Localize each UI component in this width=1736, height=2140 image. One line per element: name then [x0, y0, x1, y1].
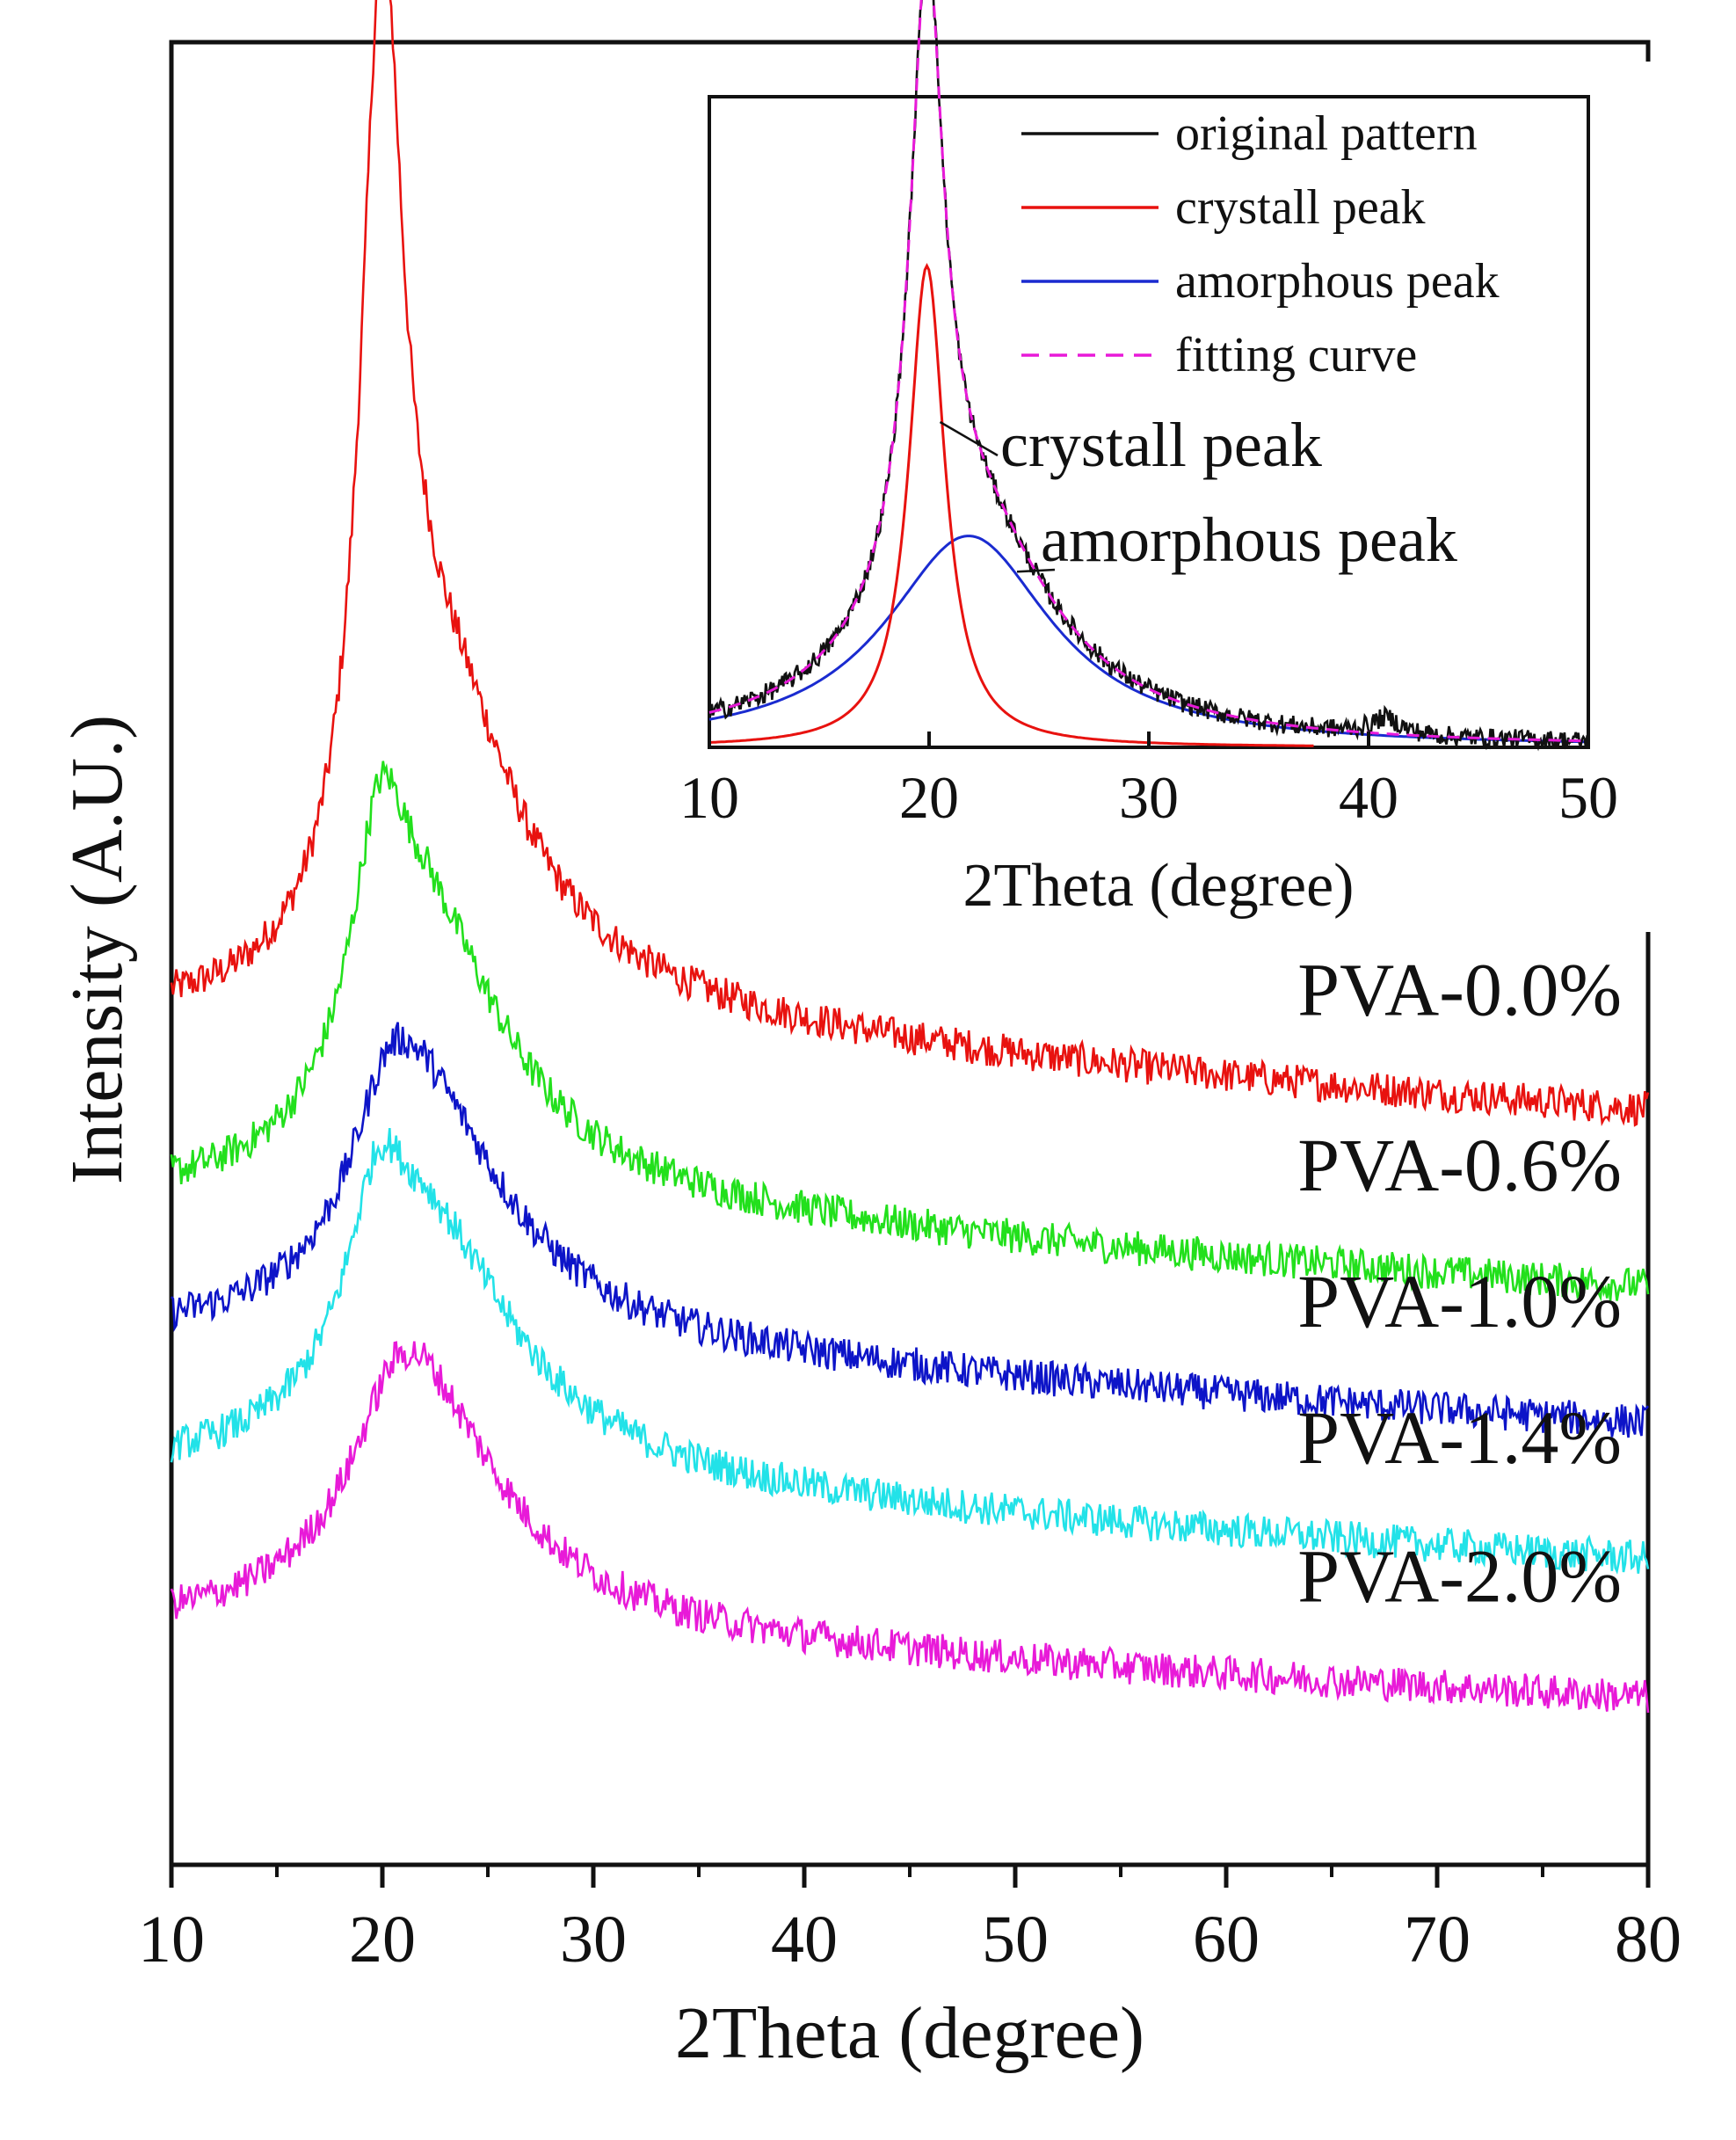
main-x-axis-title: 2Theta (degree): [675, 1992, 1144, 2074]
annotation-arrow-amorphous: [1016, 568, 1056, 573]
inset-crystall-peak-line: [708, 263, 1314, 747]
inset-x-axis-title: 2Theta (degree): [963, 852, 1355, 920]
inset-x-tick-label-10: 10: [679, 764, 739, 831]
inset-legend-label-2: amorphous peak: [1175, 254, 1500, 309]
inset-legend-label-0: original pattern: [1175, 106, 1478, 161]
series-label-3: PVA-1.4%: [1297, 1395, 1622, 1480]
inset-series-group: [708, 0, 1590, 752]
series-line-2: [171, 1022, 1650, 1438]
x-tick-label-20: 20: [349, 1903, 416, 1976]
annotation-arrow-crystall: [939, 420, 999, 457]
series-label-4: PVA-2.0%: [1297, 1533, 1622, 1618]
x-tick-label-30: 30: [560, 1903, 627, 1976]
inset-x-tick-label-50: 50: [1558, 764, 1618, 831]
series-label-0: PVA-0.0%: [1297, 947, 1622, 1031]
inset-legend-label-1: crystall peak: [1175, 180, 1426, 235]
inset-x-tick-label-20: 20: [899, 764, 959, 831]
inset-x-axis-ticks: 10 20 30 40 50: [679, 732, 1618, 831]
x-tick-label-70: 70: [1404, 1903, 1471, 1976]
annotation-crystall-peak: crystall peak: [1000, 410, 1322, 480]
annotation-amorphous-peak: amorphous peak: [1041, 505, 1457, 575]
series-label-1: PVA-0.6%: [1297, 1123, 1622, 1207]
inset-original-pattern-line: [708, 0, 1590, 752]
x-tick-label-40: 40: [771, 1903, 838, 1976]
series-label-2: PVA-1.0%: [1297, 1259, 1622, 1343]
x-tick-label-50: 50: [982, 1903, 1049, 1976]
series-line-0: [170, 0, 1650, 1127]
inset-x-tick-label-30: 30: [1119, 764, 1179, 831]
main-y-axis-title: Intensity (A.U.): [56, 715, 138, 1184]
x-tick-label-80: 80: [1615, 1903, 1682, 1976]
x-tick-label-10: 10: [138, 1903, 205, 1976]
inset-x-tick-label-40: 40: [1339, 764, 1398, 831]
x-tick-label-60: 60: [1193, 1903, 1260, 1976]
inset-legend-label-3: fitting curve: [1175, 328, 1417, 382]
inset-fitting-curve-line: [708, 0, 1589, 743]
inset-legend: original pattern crystall peak amorphous p…: [1021, 106, 1500, 382]
main-series-labels: PVA-0.0% PVA-0.6% PVA-1.0% PVA-1.4% PVA-2.0%: [1297, 947, 1622, 1618]
series-line-4: [170, 1341, 1650, 1714]
series-line-3: [170, 1127, 1650, 1575]
series-line-1: [170, 761, 1650, 1302]
main-series-group: [170, 0, 1650, 1714]
inset-annotations: crystall peak amorphous peak: [939, 410, 1457, 575]
main-x-axis-ticks: 10 20 30 40 50 60 70 80: [138, 1865, 1682, 1976]
